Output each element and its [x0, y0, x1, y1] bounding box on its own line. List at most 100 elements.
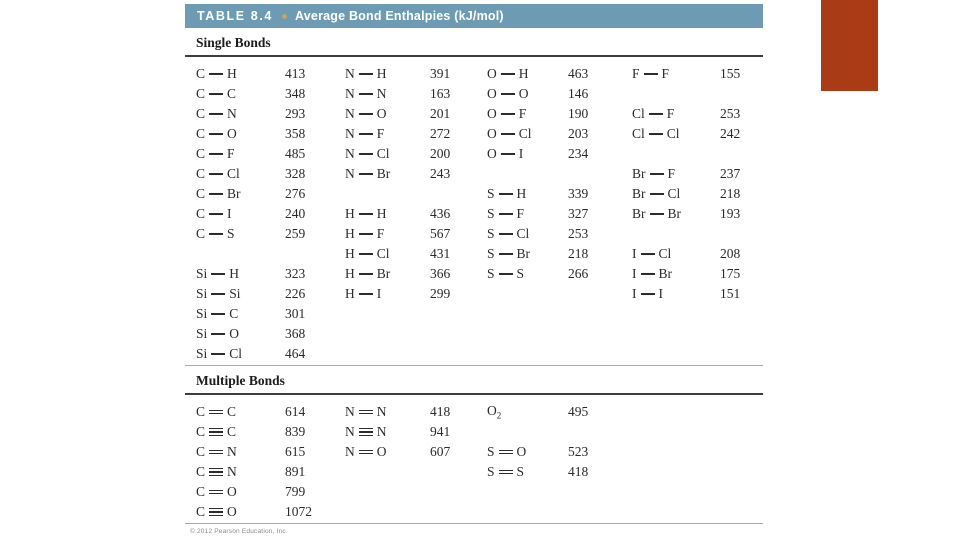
atom-label: O — [487, 126, 497, 141]
single-bond-glyph — [209, 169, 224, 179]
atom-label: C — [196, 166, 206, 181]
single-bond-glyph — [358, 229, 373, 239]
single-bond-glyph — [209, 189, 224, 199]
bond-cell — [487, 284, 568, 304]
atom-label: N — [345, 444, 355, 459]
single-bond-glyph — [649, 169, 664, 179]
single-bond-glyph — [358, 129, 373, 139]
bond-cell: H Br — [345, 264, 430, 284]
value-cell: 839 — [285, 424, 306, 439]
value-cell — [720, 224, 763, 244]
atom-label: H — [345, 266, 355, 281]
value-cell: 464 — [285, 346, 306, 361]
atom-label: N — [345, 106, 355, 121]
single-bond-glyph — [211, 329, 226, 339]
copyright-text: © 2012 Pearson Education, Inc. — [190, 528, 288, 535]
bond-cell: H Cl — [345, 244, 430, 264]
value-cell: 799 — [285, 484, 306, 499]
atom-label: Br — [658, 266, 673, 281]
atom-label: O — [516, 444, 527, 459]
atom-label: C — [227, 86, 237, 101]
atom-label: S — [487, 444, 495, 459]
atom-label: N — [376, 424, 387, 439]
double-bond-glyph — [358, 447, 373, 457]
single-bond-glyph — [648, 109, 663, 119]
value-cell: 293 — [285, 106, 306, 121]
bond-cell — [632, 422, 720, 442]
bond-cell — [487, 482, 568, 502]
bond-cell — [345, 184, 430, 204]
bond-cell — [196, 244, 285, 264]
value-cell: 495 — [568, 404, 589, 419]
bond-cell: Si C — [196, 304, 285, 324]
bond-cell — [345, 304, 430, 324]
value-cell: 243 — [430, 166, 451, 181]
triple-bond-glyph — [209, 467, 224, 477]
atom-label: N — [345, 66, 355, 81]
bond-cell — [632, 462, 720, 482]
atom-label: O — [376, 106, 387, 121]
value-cell: 234 — [568, 146, 589, 161]
double-bond-glyph — [209, 407, 224, 417]
atom-label: O — [229, 326, 240, 341]
bond-cell — [632, 324, 720, 344]
atom-label: I — [632, 286, 637, 301]
single-bond-glyph — [209, 149, 224, 159]
bond-cell: Si Si — [196, 284, 285, 304]
value-cell — [568, 502, 632, 522]
bond-cell — [632, 84, 720, 104]
value-cell — [720, 462, 763, 482]
triple-bond-glyph — [209, 427, 224, 437]
section-heading: Single Bonds — [196, 35, 271, 50]
atom-label: H — [229, 266, 240, 281]
bond-cell: I Cl — [632, 244, 720, 264]
value-cell: 1072 — [285, 504, 312, 519]
value-cell: 259 — [285, 226, 306, 241]
value-cell: 208 — [720, 246, 741, 261]
single-bond-glyph — [358, 109, 373, 119]
atom-label: I — [376, 286, 382, 301]
value-cell: 614 — [285, 404, 306, 419]
value-cell: 431 — [430, 246, 451, 261]
value-cell — [430, 502, 487, 522]
bond-cell: Cl F — [632, 104, 720, 124]
atom-label: S — [227, 226, 235, 241]
single-bond-glyph — [500, 109, 515, 119]
value-cell: 146 — [568, 86, 589, 101]
atom-label: N — [345, 146, 355, 161]
atom-label: Cl — [227, 166, 240, 181]
single-bond-glyph — [649, 209, 664, 219]
value-cell: 237 — [720, 166, 741, 181]
atom-label: C — [196, 106, 206, 121]
formula-label: O2 — [487, 403, 502, 421]
atom-label: C — [196, 404, 206, 419]
bond-enthalpy-table: TABLE 8.4 Average Bond Enthalpies (kJ/mo… — [185, 4, 763, 535]
value-cell — [720, 482, 763, 502]
single-bond-glyph — [211, 349, 226, 359]
bond-cell — [345, 324, 430, 344]
bond-cell — [345, 482, 430, 502]
bond-cell — [632, 144, 720, 164]
bond-cell: C Cl — [196, 164, 285, 184]
atom-label: H — [518, 66, 529, 81]
atom-label: Br — [667, 206, 682, 221]
value-cell — [720, 402, 763, 422]
atom-label: O — [518, 86, 529, 101]
atom-label: S — [487, 206, 495, 221]
single-bond-glyph — [643, 69, 658, 79]
single-bond-glyph — [209, 69, 224, 79]
value-cell — [568, 482, 632, 502]
